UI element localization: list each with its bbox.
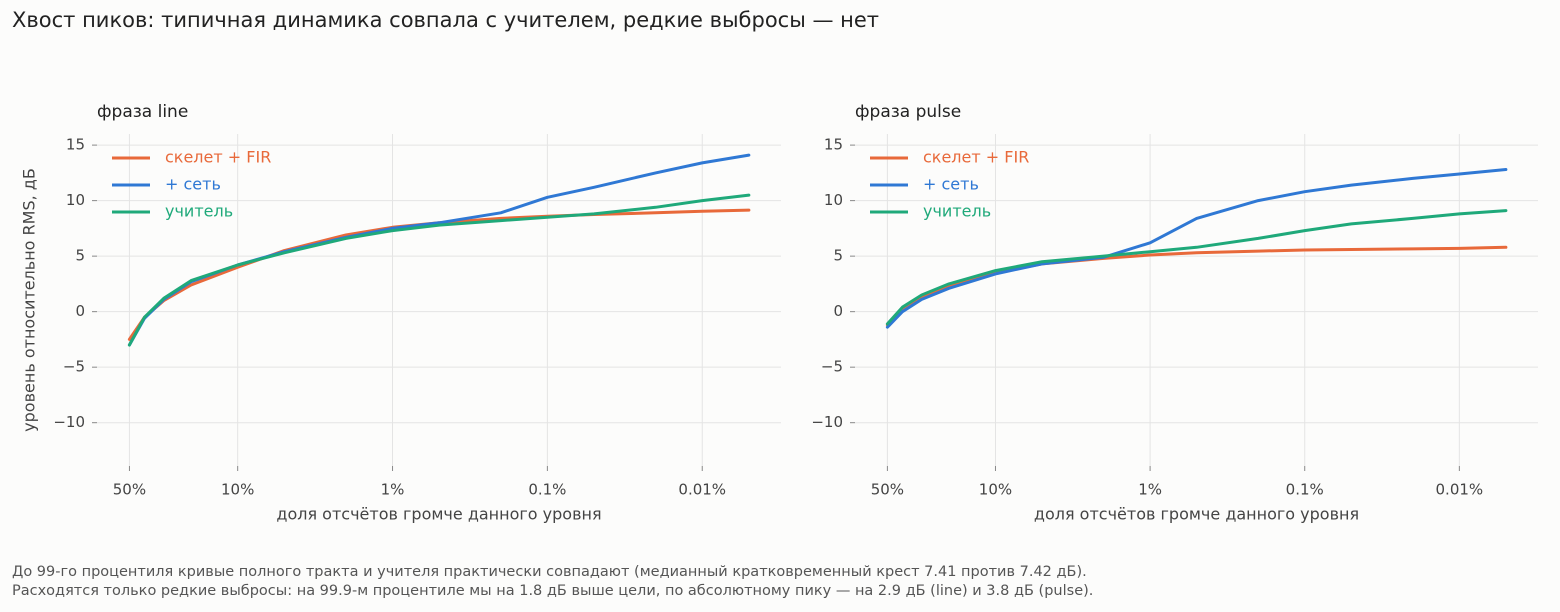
legend-label: учитель xyxy=(165,202,233,221)
panel-title: фраза line xyxy=(97,102,188,122)
y-tick-label: −5 xyxy=(63,358,85,376)
y-tick-label: 10 xyxy=(66,191,85,209)
series-line xyxy=(885,245,1508,327)
x-tick-label: 1% xyxy=(1138,481,1162,499)
x-tick-label: 0.01% xyxy=(678,481,726,499)
x-tick-label: 0.1% xyxy=(1286,481,1324,499)
figure-title: Хвост пиков: типичная динамика совпала с… xyxy=(12,8,879,32)
legend-label: скелет + FIR xyxy=(165,148,271,167)
y-tick-label: −10 xyxy=(811,413,843,431)
x-tick-label: 10% xyxy=(221,481,254,499)
legend-label: скелет + FIR xyxy=(923,148,1029,167)
x-tick-label: 50% xyxy=(871,481,904,499)
y-tick-label: 0 xyxy=(833,302,843,320)
x-tick-label: 10% xyxy=(979,481,1012,499)
y-tick-label: 15 xyxy=(824,136,843,154)
y-tick-label: 0 xyxy=(75,302,85,320)
y-tick-label: 15 xyxy=(66,136,85,154)
y-axis-label: уровень относительно RMS, дБ xyxy=(20,168,39,432)
legend-label: + сеть xyxy=(923,175,979,194)
legend-label: учитель xyxy=(923,202,991,221)
footnote: До 99-го процентиля кривые полного тракт… xyxy=(12,564,1087,580)
series-line xyxy=(127,208,751,341)
footnote: Расходятся только редкие выбросы: на 99.… xyxy=(12,583,1093,599)
x-axis-label: доля отсчётов громче данного уровня xyxy=(276,505,601,524)
y-tick-label: 5 xyxy=(75,247,85,265)
y-tick-label: −10 xyxy=(53,413,85,431)
x-tick-label: 1% xyxy=(381,481,405,499)
x-tick-label: 50% xyxy=(113,481,146,499)
y-tick-label: 5 xyxy=(833,247,843,265)
legend-label: + сеть xyxy=(165,175,221,194)
x-axis-label: доля отсчётов громче данного уровня xyxy=(1034,505,1359,524)
panel-title: фраза pulse xyxy=(855,102,961,122)
series-line xyxy=(885,209,1508,326)
series-line xyxy=(127,153,751,347)
x-tick-label: 0.1% xyxy=(528,481,566,499)
series-line xyxy=(885,168,1508,329)
x-tick-label: 0.01% xyxy=(1436,481,1484,499)
y-tick-label: −5 xyxy=(821,358,843,376)
y-tick-label: 10 xyxy=(824,191,843,209)
series-line xyxy=(127,193,751,347)
